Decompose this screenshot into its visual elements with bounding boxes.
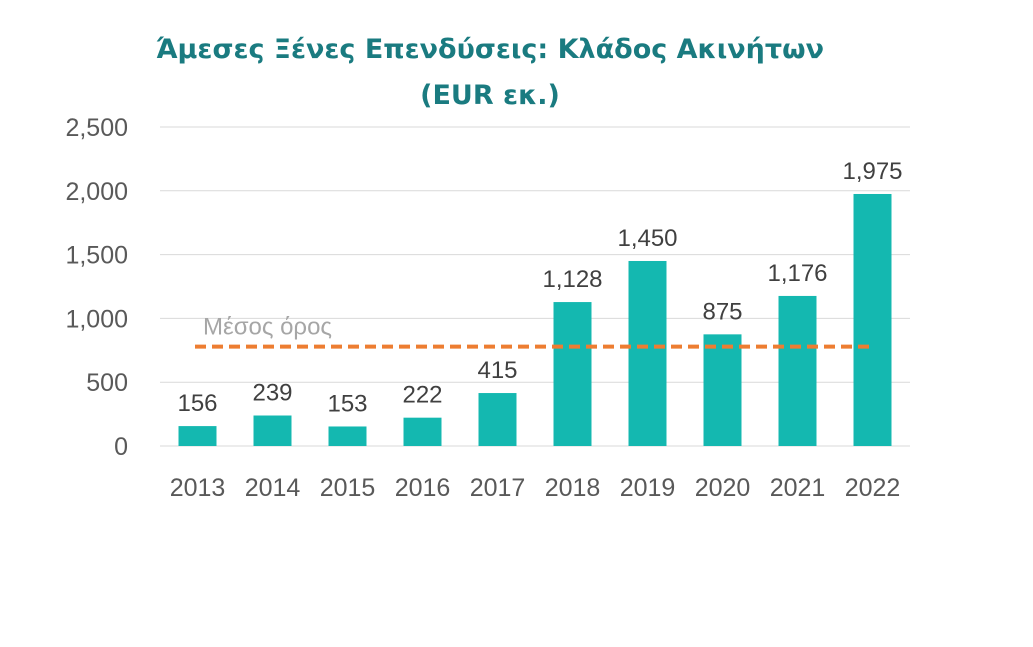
bar-2017	[478, 393, 517, 446]
x-tick-label: 2015	[320, 474, 376, 502]
bar-2021	[778, 295, 817, 446]
bar-2022	[853, 193, 892, 446]
x-tick-label: 2020	[695, 474, 751, 502]
data-label: 239	[252, 380, 292, 407]
bar-2016	[403, 417, 442, 446]
bar-2015	[328, 426, 367, 446]
x-tick-label: 2019	[620, 474, 676, 502]
data-label: 222	[402, 382, 442, 409]
x-tick-label: 2021	[770, 474, 826, 502]
x-tick-label: 2018	[545, 474, 601, 502]
data-label: 875	[702, 298, 742, 325]
bar-2020	[703, 334, 742, 446]
data-label: 156	[177, 390, 217, 417]
chart-title-line-1: Άμεσες Ξένες Επενδύσεις: Κλάδος Ακινήτων	[156, 34, 824, 65]
data-label: 1,450	[617, 225, 677, 252]
bar-2013	[178, 426, 217, 446]
data-label: 415	[477, 357, 517, 384]
bar-2014	[253, 415, 292, 446]
data-label: 1,128	[542, 266, 602, 293]
bar-2019	[628, 260, 667, 446]
y-tick-label: 1,500	[65, 242, 128, 270]
average-line-label: Μέσος όρος	[203, 314, 332, 341]
y-tick-label: 0	[114, 433, 128, 461]
x-tick-label: 2022	[845, 474, 901, 502]
x-tick-label: 2014	[245, 474, 301, 502]
y-tick-label: 1,000	[65, 305, 128, 333]
chart-title-line-2: (EUR εκ.)	[420, 80, 560, 111]
x-tick-label: 2013	[170, 474, 226, 502]
x-tick-label: 2017	[470, 474, 526, 502]
y-tick-label: 2,500	[65, 114, 128, 142]
data-label: 1,176	[767, 260, 827, 287]
y-tick-label: 2,000	[65, 178, 128, 206]
data-label: 1,975	[842, 158, 902, 185]
bar-2018	[553, 302, 592, 446]
data-label: 153	[327, 390, 367, 417]
x-tick-label: 2016	[395, 474, 451, 502]
y-tick-label: 500	[86, 369, 128, 397]
